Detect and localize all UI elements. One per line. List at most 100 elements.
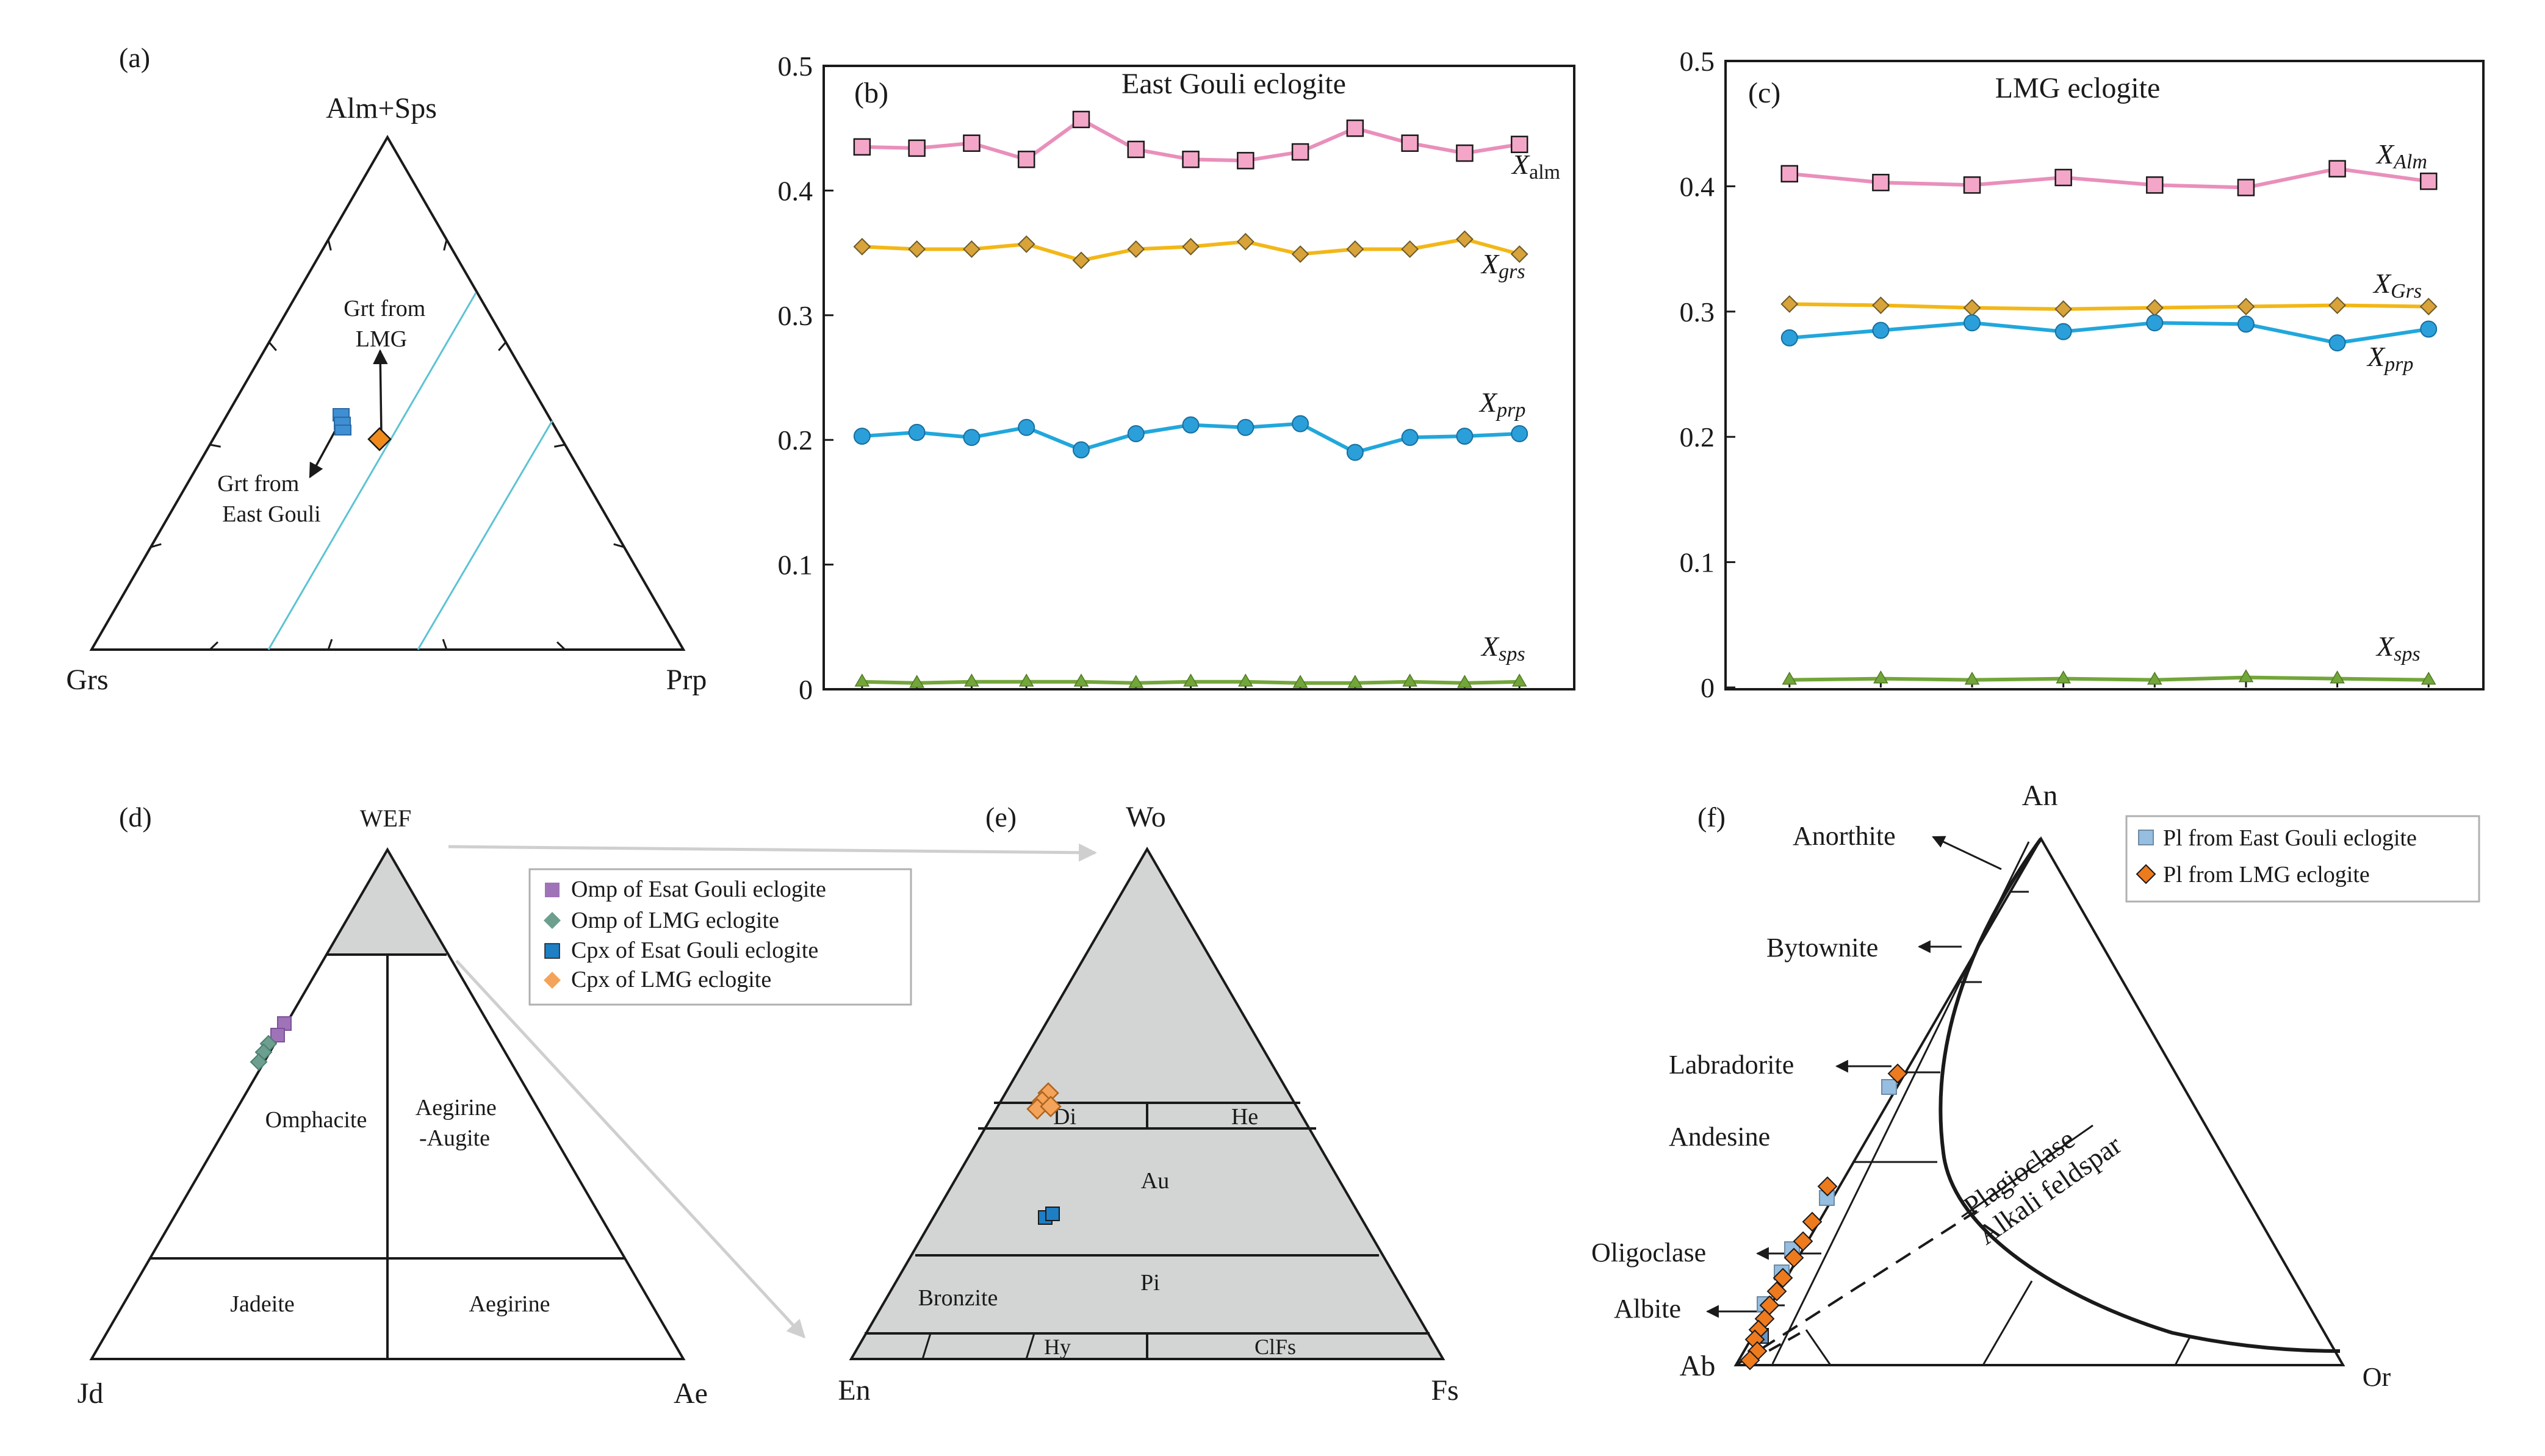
data-point xyxy=(2328,296,2346,314)
data-point xyxy=(1073,673,1089,687)
panel-d-field-jadeite: Jadeite xyxy=(230,1291,295,1317)
data-point xyxy=(1964,672,1980,685)
panel-e-tick-left xyxy=(921,1333,932,1360)
data-point xyxy=(1780,329,1798,346)
ternary-tick xyxy=(209,443,221,448)
data-point xyxy=(2054,323,2072,340)
panel-e-cpx-lmg-points xyxy=(1026,1082,1062,1120)
data-point xyxy=(1292,675,1308,688)
omp-lmg-point xyxy=(250,1053,268,1071)
data-point xyxy=(1346,443,1364,461)
data-point xyxy=(1127,425,1145,442)
data-point xyxy=(909,675,924,688)
data-point xyxy=(1402,673,1417,687)
panel-f-feldspar-ternary: (f) An Ab Or Anorthite Bytownite Labrado… xyxy=(1591,780,2480,1392)
series-line xyxy=(1789,302,2429,311)
pl-lmg-point xyxy=(1766,1281,1787,1302)
panel-a-annotation-lmg-line-1: Grt from xyxy=(344,296,425,321)
data-point xyxy=(2056,670,2071,684)
y-tick-label: 0.1 xyxy=(778,550,813,581)
ternary-tick xyxy=(150,543,162,548)
series-line xyxy=(1789,321,2429,345)
panel-e-field-pi: Pi xyxy=(1140,1270,1160,1296)
panel-d-label: (d) xyxy=(119,802,152,833)
data-point xyxy=(1510,135,1528,154)
data-point xyxy=(908,423,926,441)
panel-f-triangle xyxy=(1733,836,2345,1366)
pl-lmg-point xyxy=(1793,1231,1813,1252)
data-point xyxy=(1072,110,1090,129)
panel-d-apex-left: Jd xyxy=(77,1377,104,1410)
data-point xyxy=(2145,299,2164,317)
data-point xyxy=(2237,315,2255,333)
ternary-tick xyxy=(443,239,448,251)
panel-b-frame xyxy=(823,65,1575,690)
panel-a-apex-right: Prp xyxy=(666,664,707,696)
mineral-label-andesine: Andesine xyxy=(1669,1122,1770,1152)
data-point xyxy=(1963,299,1981,317)
y-tick-label: 0.4 xyxy=(778,175,813,206)
panel-a-label: (a) xyxy=(119,42,150,73)
y-tick-label: 0.2 xyxy=(1680,421,1715,453)
zoom-arrow-bottom xyxy=(455,959,806,1339)
legend-swatch-cpx-east-gouli xyxy=(544,943,560,959)
cpx-east-gouli-point xyxy=(1045,1207,1060,1221)
panel-e-pyroxene-quadrilateral: (e) Wo En Fs Di He Au Pi Bronzite Hy ClF… xyxy=(838,801,1458,1407)
data-point xyxy=(1456,144,1474,162)
panel-d-apex-top: WEF xyxy=(360,805,411,832)
data-point xyxy=(1401,429,1419,446)
data-point xyxy=(1782,672,1798,685)
data-point xyxy=(854,673,870,687)
panel-a-apex-left: Grs xyxy=(66,664,108,696)
data-point xyxy=(2146,176,2164,194)
panel-c-title: LMG eclogite xyxy=(1995,72,2161,104)
data-point xyxy=(1780,165,1798,183)
panel-f-plagioclase-inner-edge xyxy=(1771,841,2030,1365)
y-tick-label: 0.1 xyxy=(1680,547,1715,578)
legend-swatch-cpx-lmg xyxy=(544,972,561,989)
panel-b-series-label-alm: Xalm xyxy=(1511,149,1560,184)
data-point xyxy=(1401,240,1419,258)
legend-swatch-pl-lmg xyxy=(2136,864,2156,884)
series-line xyxy=(1789,675,2429,682)
data-point xyxy=(963,134,981,152)
pl-lmg-point xyxy=(1817,1176,1838,1197)
ternary-tick xyxy=(268,342,277,351)
data-point xyxy=(2054,300,2073,318)
panel-d-legend: Omp of Esat Gouli eclogite Omp of LMG ec… xyxy=(528,868,912,1006)
data-point xyxy=(2147,672,2162,685)
cpx-lmg-point xyxy=(1040,1096,1062,1117)
legend-label-omp-lmg: Omp of LMG eclogite xyxy=(571,908,779,933)
panel-b-title: East Gouli eclogite xyxy=(1121,68,1346,100)
legend-label-pl-east-gouli: Pl from East Gouli eclogite xyxy=(2163,825,2417,851)
panel-f-legend-box xyxy=(2125,815,2480,903)
panel-a-apex-top: Alm+Sps xyxy=(326,92,437,124)
legend-label-cpx-east-gouli: Cpx of Esat Gouli eclogite xyxy=(571,938,818,963)
legend-swatch-omp-lmg xyxy=(544,912,561,929)
panel-e-field-bronzite: Bronzite xyxy=(918,1285,998,1311)
data-point xyxy=(964,673,979,687)
data-point xyxy=(2328,160,2346,178)
mineral-label-oligoclase: Oligoclase xyxy=(1591,1238,1706,1268)
data-point xyxy=(2330,670,2345,684)
mineral-label-albite: Albite xyxy=(1614,1294,1681,1324)
data-point xyxy=(2419,172,2438,190)
data-point xyxy=(1401,134,1419,152)
panel-c-series-label-grs: XGrs xyxy=(2372,268,2422,303)
panel-d-field-aegirine-augite: Aegirine -Augite xyxy=(416,1095,502,1151)
data-point xyxy=(1457,675,1472,688)
panel-c-frame xyxy=(1724,60,2485,690)
panel-a-annotation-east-gouli: Grt from East Gouli xyxy=(217,471,321,527)
data-point xyxy=(1182,416,1200,434)
data-point xyxy=(1872,321,1890,339)
data-point xyxy=(1511,673,1527,687)
panel-b-label: (b) xyxy=(854,77,888,109)
panel-d-apex-right: Ae xyxy=(674,1377,708,1410)
panel-a-arrow-east-gouli xyxy=(309,429,337,479)
panel-d-field-aegirine-augite-line-2: -Augite xyxy=(419,1125,490,1151)
legend-swatch-pl-east-gouli xyxy=(2138,830,2154,845)
mineral-label-anorthite: Anorthite xyxy=(1793,821,1896,851)
data-point xyxy=(1291,245,1309,264)
ternary-tick xyxy=(442,639,448,650)
data-point xyxy=(1072,251,1090,270)
